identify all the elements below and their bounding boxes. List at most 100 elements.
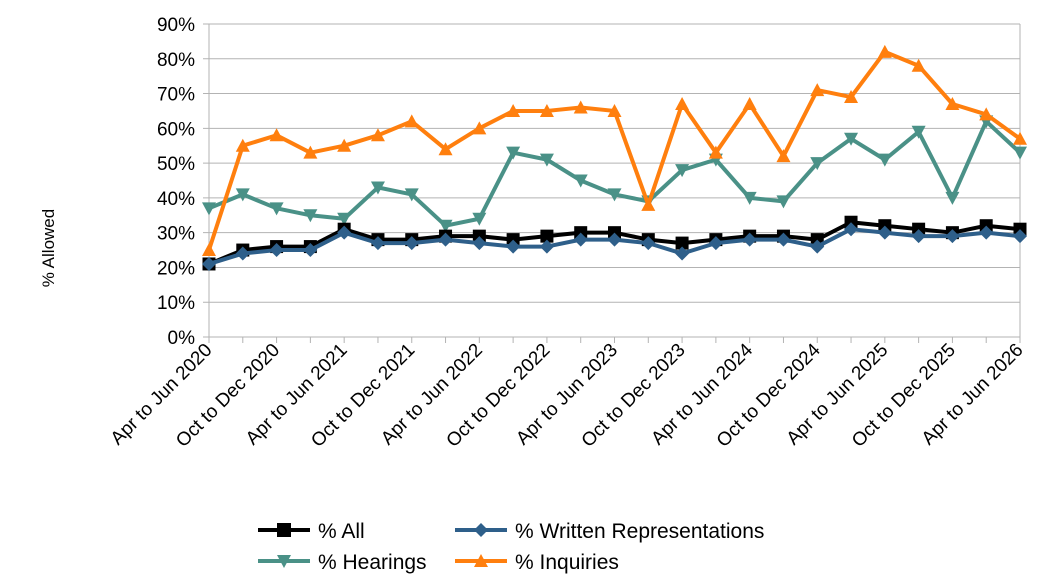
data-point	[235, 138, 250, 152]
legend-marker	[474, 523, 488, 537]
legend: % All % Written Representations % Hearings…	[258, 520, 764, 574]
data-point	[370, 181, 385, 195]
axes	[208, 24, 1021, 343]
legend-label: % Written Representations	[515, 520, 764, 543]
data-point	[337, 225, 352, 240]
legend-marker	[277, 523, 291, 537]
y-tick-label: 30%	[157, 224, 195, 245]
data-point	[438, 142, 453, 156]
data-point	[539, 153, 554, 167]
data-point	[269, 202, 284, 216]
data-point	[641, 236, 656, 251]
y-tick-label: 20%	[157, 258, 195, 279]
legend-item: % Hearings	[258, 551, 427, 574]
legend-label: % Hearings	[318, 551, 427, 574]
legend-item: % Inquiries	[455, 551, 619, 574]
data-point	[370, 128, 385, 142]
y-axis-tick-labels: 0% 10% 20% 30% 40% 50% 60% 70% 80% 90%	[157, 15, 195, 349]
data-point	[202, 243, 216, 257]
data-point	[607, 103, 622, 117]
data-point	[235, 188, 250, 202]
data-point	[742, 232, 757, 247]
data-point	[708, 236, 723, 251]
data-point	[877, 153, 892, 167]
data-point	[675, 96, 690, 110]
data-point	[472, 236, 487, 251]
data-point	[337, 212, 352, 226]
data-point	[776, 195, 791, 209]
data-point	[438, 232, 453, 247]
data-point	[979, 107, 994, 121]
data-point	[573, 232, 588, 247]
data-point	[776, 232, 791, 247]
data-point	[844, 222, 859, 237]
legend-item: % All	[258, 520, 365, 543]
data-point	[573, 174, 588, 188]
y-axis-title: % Allowed	[39, 209, 58, 287]
data-point	[235, 246, 250, 261]
data-point	[911, 229, 926, 244]
data-point	[303, 243, 318, 258]
data-point	[370, 236, 385, 251]
data-point	[404, 188, 419, 202]
data-point	[675, 236, 689, 250]
data-point	[303, 145, 318, 159]
legend-marker	[277, 555, 291, 568]
data-point	[911, 125, 926, 139]
data-point	[539, 103, 554, 117]
series-line	[208, 119, 1022, 228]
data-point	[708, 145, 723, 159]
series-hearings	[202, 115, 1027, 233]
data-point	[607, 232, 622, 247]
data-point	[269, 243, 284, 258]
data-point	[675, 246, 690, 261]
data-point	[945, 229, 960, 244]
data-point	[810, 157, 825, 171]
data-point	[573, 100, 588, 114]
data-point	[472, 121, 487, 135]
y-tick-label: 0%	[168, 328, 196, 349]
data-point	[810, 239, 825, 254]
data-point	[641, 197, 656, 211]
data-point	[945, 191, 960, 205]
data-point	[303, 209, 318, 223]
data-point	[1013, 146, 1027, 160]
y-tick-label: 90%	[157, 15, 195, 36]
data-point	[911, 58, 926, 72]
data-point	[202, 202, 216, 216]
data-point	[472, 212, 487, 226]
data-point	[742, 96, 757, 110]
data-point	[506, 103, 521, 117]
data-point	[506, 146, 521, 160]
legend-label: % Inquiries	[515, 551, 619, 574]
y-tick-label: 50%	[157, 154, 195, 175]
y-tick-label: 10%	[157, 293, 195, 314]
data-point	[337, 138, 352, 152]
data-point	[776, 149, 791, 163]
data-point	[506, 239, 521, 254]
series-written-representations	[202, 222, 1027, 271]
data-point	[438, 219, 453, 233]
data-point	[404, 114, 419, 128]
data-point	[979, 225, 994, 240]
y-tick-label: 80%	[157, 50, 195, 71]
series-inquiries	[202, 44, 1027, 257]
data-point	[844, 132, 859, 146]
data-point	[404, 236, 419, 251]
data-point	[269, 128, 284, 142]
data-point	[675, 164, 690, 178]
y-tick-label: 70%	[157, 85, 195, 106]
gridlines	[203, 23, 1020, 338]
data-point	[607, 188, 622, 202]
data-point	[810, 83, 825, 97]
data-point	[540, 229, 554, 243]
data-point	[877, 225, 892, 240]
legend-marker	[474, 554, 488, 567]
data-point	[945, 96, 960, 110]
legend-label: % All	[318, 520, 365, 543]
series-lines	[202, 44, 1027, 271]
data-point	[1013, 131, 1027, 145]
data-point	[1013, 229, 1027, 244]
data-point	[844, 90, 859, 104]
